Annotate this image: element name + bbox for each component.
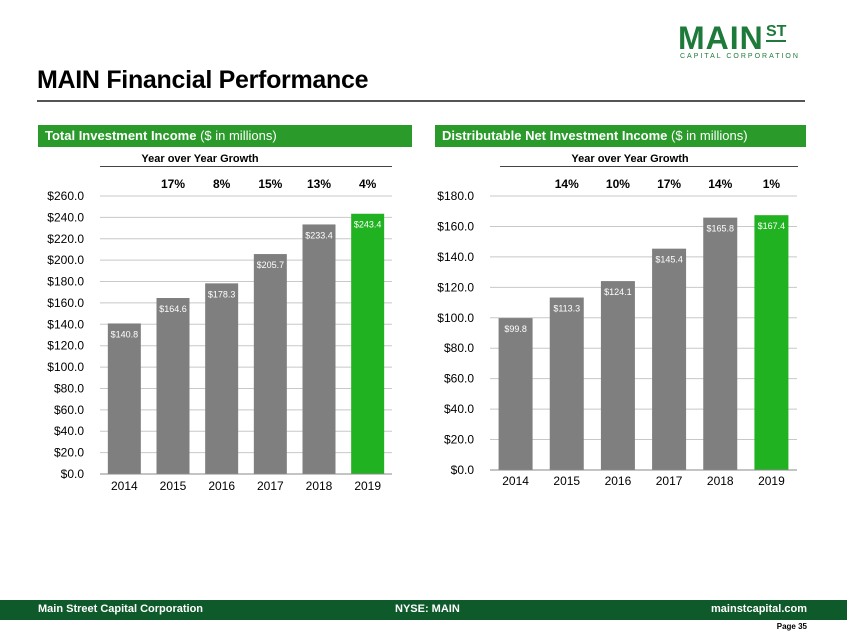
company-logo: MAIN ST CAPITAL CORPORATION	[678, 22, 798, 62]
y-tick-label: $140.0	[437, 250, 474, 264]
x-tick-label: 2018	[306, 479, 333, 493]
growth-label: 4%	[359, 177, 377, 191]
y-tick-label: $180.0	[437, 189, 474, 203]
bar	[703, 217, 738, 470]
logo-subtitle: CAPITAL CORPORATION	[680, 53, 800, 60]
x-tick-label: 2019	[758, 474, 785, 488]
y-tick-label: $120.0	[437, 280, 474, 294]
y-tick-label: $160.0	[47, 296, 84, 310]
growth-label: 8%	[213, 177, 231, 191]
bar	[205, 283, 239, 474]
footer-bar: Main Street Capital Corporation NYSE: MA…	[0, 600, 847, 620]
y-tick-label: $200.0	[47, 253, 84, 267]
yoy-growth-divider	[100, 166, 392, 167]
growth-label: 17%	[657, 177, 681, 191]
footer-website-link[interactable]: mainstcapital.com	[711, 603, 807, 615]
y-tick-label: $60.0	[444, 372, 474, 386]
y-tick-label: $40.0	[54, 424, 84, 438]
bar	[302, 224, 336, 474]
bar-value-label: $167.4	[758, 221, 786, 231]
bar	[600, 281, 635, 470]
x-tick-label: 2016	[605, 474, 632, 488]
y-tick-label: $100.0	[47, 360, 84, 374]
y-tick-label: $100.0	[437, 311, 474, 325]
y-tick-label: $20.0	[54, 446, 84, 460]
y-tick-label: $180.0	[47, 275, 84, 289]
bar-value-label: $243.4	[354, 220, 382, 230]
bar-value-label: $145.4	[655, 255, 683, 265]
bar	[549, 297, 584, 470]
bar-value-label: $233.4	[305, 230, 333, 240]
page-title: MAIN Financial Performance	[37, 66, 369, 94]
x-tick-label: 2014	[111, 479, 138, 493]
y-tick-label: $260.0	[47, 189, 84, 203]
panel-header-distributable-nii: Distributable Net Investment Income ($ i…	[435, 125, 806, 147]
panel-header-units: ($ in millions)	[667, 128, 748, 143]
growth-label: 13%	[307, 177, 331, 191]
y-tick-label: $0.0	[61, 467, 85, 481]
page-number: Page 35	[776, 622, 807, 631]
y-tick-label: $240.0	[47, 210, 84, 224]
bar	[351, 213, 385, 474]
y-tick-label: $140.0	[47, 317, 84, 331]
bar-value-label: $124.1	[604, 287, 632, 297]
x-tick-label: 2017	[656, 474, 683, 488]
yoy-growth-divider	[500, 166, 798, 167]
growth-label: 15%	[258, 177, 282, 191]
growth-label: 1%	[763, 177, 781, 191]
logo-main-text: MAIN	[678, 20, 764, 56]
panel-header-units: ($ in millions)	[196, 128, 277, 143]
bar-value-label: $165.8	[706, 224, 734, 234]
x-tick-label: 2019	[354, 479, 381, 493]
logo-st-text: ST	[766, 23, 787, 42]
bar-value-label: $99.8	[504, 324, 527, 334]
bar	[107, 323, 141, 474]
growth-label: 14%	[555, 177, 579, 191]
bar	[754, 215, 789, 470]
y-tick-label: $0.0	[451, 463, 475, 477]
yoy-growth-label: Year over Year Growth	[571, 153, 689, 165]
y-tick-label: $220.0	[47, 232, 84, 246]
panel-header-total-investment-income: Total Investment Income ($ in millions)	[38, 125, 412, 147]
bar	[498, 318, 533, 470]
y-tick-label: $80.0	[444, 341, 474, 355]
y-tick-label: $20.0	[444, 433, 474, 447]
title-divider	[37, 100, 805, 102]
bar-value-label: $113.3	[553, 304, 580, 314]
yoy-growth-label: Year over Year Growth	[141, 153, 259, 165]
bar	[156, 298, 190, 474]
bar-value-label: $140.8	[111, 329, 139, 339]
y-tick-label: $60.0	[54, 403, 84, 417]
footer-company: Main Street Capital Corporation	[38, 603, 204, 615]
y-tick-label: $160.0	[437, 219, 474, 233]
y-tick-label: $80.0	[54, 381, 84, 395]
bar	[652, 248, 687, 470]
x-tick-label: 2016	[208, 479, 235, 493]
y-tick-label: $120.0	[47, 339, 84, 353]
panel-header-bold: Total Investment Income	[45, 128, 197, 143]
x-tick-label: 2017	[257, 479, 284, 493]
panel-header-bold: Distributable Net Investment Income	[442, 128, 668, 143]
x-tick-label: 2014	[502, 474, 529, 488]
bar-value-label: $205.7	[257, 260, 285, 270]
x-tick-label: 2015	[160, 479, 187, 493]
y-tick-label: $40.0	[444, 402, 474, 416]
growth-label: 10%	[606, 177, 630, 191]
footer-ticker: NYSE: MAIN	[395, 603, 460, 615]
x-tick-label: 2018	[707, 474, 734, 488]
bar-value-label: $164.6	[159, 304, 187, 314]
x-tick-label: 2015	[553, 474, 580, 488]
growth-label: 17%	[161, 177, 185, 191]
bar-value-label: $178.3	[208, 289, 236, 299]
bar	[253, 254, 287, 474]
growth-label: 14%	[708, 177, 732, 191]
